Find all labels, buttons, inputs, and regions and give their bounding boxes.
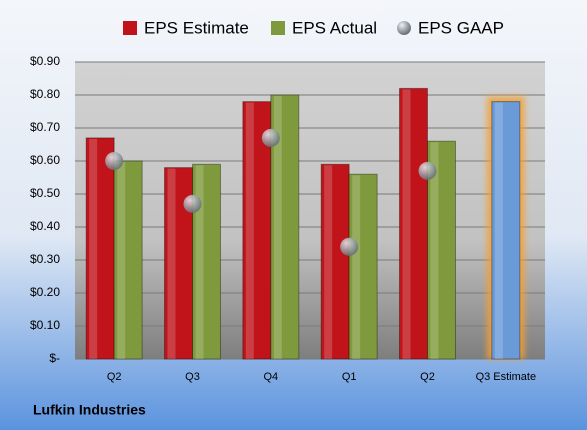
footer: Lufkin Industries	[33, 402, 146, 418]
bar-shine	[117, 162, 126, 359]
bar-shine	[352, 175, 361, 359]
bar-shine	[167, 168, 176, 359]
plot-area	[75, 62, 545, 359]
legend-marker	[271, 21, 285, 35]
y-tick-label: $0.10	[30, 318, 60, 332]
bar-shine	[195, 165, 204, 359]
bar	[399, 87, 428, 360]
bar-shine	[494, 102, 503, 359]
legend-marker	[397, 21, 411, 35]
legend-label: EPS GAAP	[418, 18, 504, 37]
bar	[113, 160, 143, 360]
y-tick-label: $-	[49, 351, 60, 365]
x-tick-label: Q3 Estimate	[476, 371, 537, 383]
legend-label: EPS Estimate	[144, 18, 249, 37]
y-tick-label: $0.30	[30, 252, 60, 266]
y-tick-label: $0.60	[30, 153, 60, 167]
bar-shine	[430, 142, 439, 359]
bar-shine	[89, 138, 98, 359]
gaap-marker	[418, 161, 437, 180]
gaap-marker	[261, 128, 280, 147]
y-tick-label: $0.40	[30, 219, 60, 233]
y-tick-label: $0.80	[30, 87, 60, 101]
y-tick-label: $0.20	[30, 285, 60, 299]
bar-shine	[402, 89, 411, 360]
legend-label: EPS Actual	[292, 18, 377, 37]
bar-shine	[245, 102, 254, 359]
gaap-marker	[340, 237, 359, 256]
bar-shine	[324, 165, 333, 359]
x-tick-label: Q2	[420, 371, 435, 383]
gaap-marker	[105, 152, 124, 170]
x-tick-label: Q4	[263, 371, 278, 383]
x-tick-label: Q3	[185, 371, 200, 383]
x-tick-label: Q2	[107, 371, 122, 383]
x-tick-label: Q1	[342, 371, 357, 383]
gaap-marker	[183, 194, 202, 213]
bar	[348, 173, 378, 360]
bar	[320, 163, 350, 360]
y-tick-label: $0.90	[30, 54, 60, 68]
y-tick-label: $0.70	[30, 120, 60, 134]
bar-shine	[273, 96, 282, 359]
legend-marker	[123, 21, 137, 35]
y-tick-label: $0.50	[30, 186, 60, 200]
bar	[491, 101, 521, 360]
